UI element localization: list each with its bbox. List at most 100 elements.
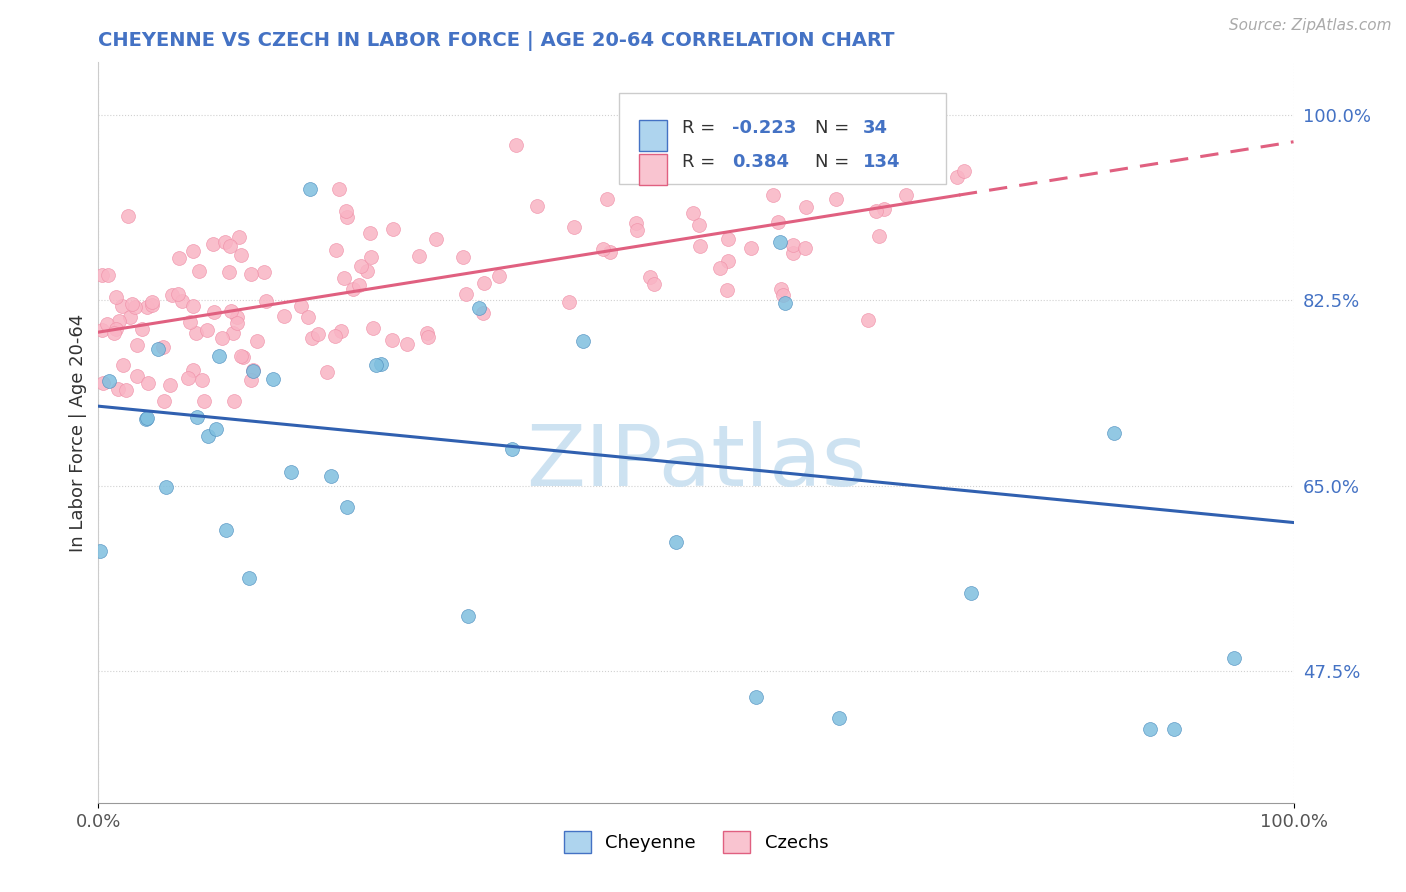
Point [330, 324, 353, 338]
Point [558, 295, 581, 310]
Point [205, 422, 228, 436]
Point [226, 316, 249, 330]
Point [768, 215, 790, 229]
Point [135, 411, 157, 425]
Point [716, 283, 738, 297]
Point [242, 363, 264, 377]
Point [187, 264, 209, 278]
Point [328, 181, 350, 195]
Point [370, 357, 392, 371]
Point [231, 349, 253, 363]
Point [152, 393, 174, 408]
Point [643, 277, 665, 292]
Point [125, 368, 148, 383]
Point [395, 336, 418, 351]
Point [697, 128, 720, 142]
Point [416, 326, 439, 340]
Point [96, 268, 118, 282]
Point [665, 534, 688, 549]
Point [1104, 426, 1126, 441]
Point [112, 358, 135, 372]
Point [457, 609, 479, 624]
Point [689, 239, 711, 253]
Point [107, 314, 129, 328]
Point [793, 242, 815, 256]
Point [239, 373, 262, 387]
Text: Source: ZipAtlas.com: Source: ZipAtlas.com [1229, 18, 1392, 33]
Point [1163, 722, 1185, 736]
Point [596, 193, 619, 207]
Point [769, 282, 792, 296]
Text: -0.223: -0.223 [733, 120, 796, 137]
Point [825, 192, 848, 206]
Point [214, 235, 236, 250]
Point [418, 330, 440, 344]
Point [190, 373, 212, 387]
Point [193, 393, 215, 408]
Point [297, 310, 319, 324]
Point [505, 137, 527, 152]
Text: ZIPatlas: ZIPatlas [526, 421, 866, 504]
Point [96, 317, 118, 331]
Text: CHEYENNE VS CZECH IN LABOR FORCE | AGE 20-64 CORRELATION CHART: CHEYENNE VS CZECH IN LABOR FORCE | AGE 2… [98, 30, 896, 51]
Point [359, 226, 381, 240]
Point [360, 250, 382, 264]
Point [148, 342, 170, 356]
Point [240, 267, 263, 281]
Point [501, 442, 523, 456]
Point [408, 249, 430, 263]
Point [740, 241, 762, 255]
Point [960, 586, 983, 600]
Point [208, 350, 231, 364]
Point [280, 465, 302, 479]
Point [865, 204, 887, 219]
Point [202, 237, 225, 252]
Text: 0.384: 0.384 [733, 153, 789, 171]
Point [117, 210, 139, 224]
Point [107, 382, 129, 396]
Point [105, 290, 128, 304]
Point [316, 365, 339, 379]
Point [166, 286, 188, 301]
Point [152, 340, 174, 354]
Point [104, 322, 127, 336]
Point [218, 265, 240, 279]
Point [342, 282, 364, 296]
Point [425, 232, 447, 246]
Point [782, 245, 804, 260]
Point [839, 148, 862, 162]
Point [197, 429, 219, 443]
Bar [638, 120, 668, 152]
Point [472, 306, 495, 320]
Text: N =: N = [815, 120, 855, 137]
Point [219, 239, 242, 253]
Point [381, 221, 404, 235]
Point [335, 203, 357, 218]
Point [97, 375, 120, 389]
Text: N =: N = [815, 153, 855, 171]
Point [797, 123, 820, 137]
Point [868, 228, 890, 243]
Point [782, 238, 804, 252]
Point [159, 378, 181, 392]
Point [467, 301, 489, 315]
Point [456, 287, 478, 301]
Point [135, 411, 157, 425]
Point [571, 334, 593, 348]
Point [222, 326, 245, 340]
Point [472, 276, 495, 290]
Point [298, 182, 321, 196]
Point [953, 164, 976, 178]
Point [336, 500, 359, 514]
Point [262, 372, 284, 386]
Point [562, 220, 585, 235]
Point [135, 300, 157, 314]
Point [350, 260, 373, 274]
Text: 34: 34 [863, 120, 889, 137]
Point [215, 523, 238, 537]
Point [167, 251, 190, 265]
Point [717, 232, 740, 246]
Point [183, 244, 205, 258]
Point [124, 300, 146, 314]
Point [197, 322, 219, 336]
